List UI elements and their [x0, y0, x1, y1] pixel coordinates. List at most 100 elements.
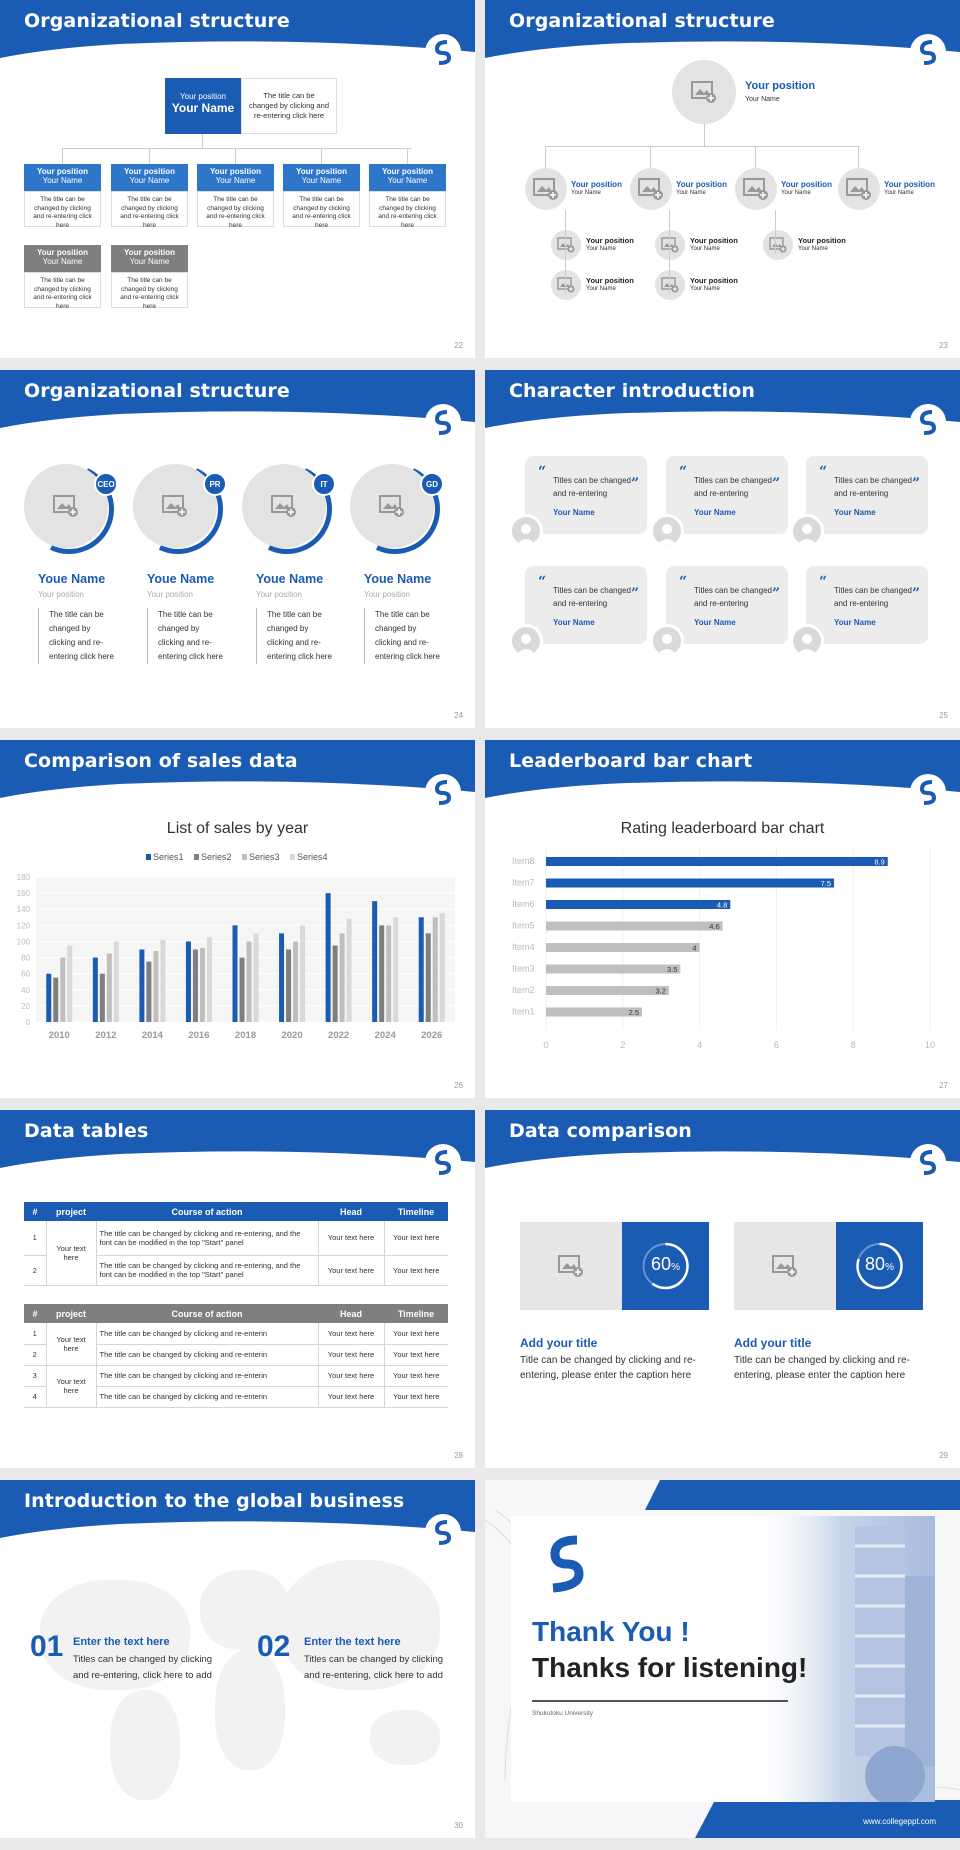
person-photo[interactable] [551, 270, 581, 300]
slide-30[interactable]: Introduction to the global business 01 E… [0, 1480, 475, 1838]
bar [325, 893, 331, 1022]
quote-card[interactable]: “ Titles can be changed and re-entering” Y… [525, 456, 647, 534]
slide-23[interactable]: Organizational structure Your position Y… [485, 0, 960, 358]
bar [339, 933, 345, 1022]
bar [346, 918, 352, 1022]
university-logo-icon [550, 1535, 584, 1593]
position-label: Your position [745, 80, 816, 92]
quote-card[interactable]: “ Titles can be changed and re-entering” Y… [806, 566, 928, 644]
bar [153, 951, 159, 1022]
data-label: 4.6 [709, 922, 719, 931]
y-tick-label: 80 [21, 954, 30, 963]
legend-label: Series3 [249, 852, 280, 862]
connector [545, 146, 860, 147]
person-photo [24, 464, 108, 548]
table-row[interactable]: 3 Your text here The title can be change… [24, 1365, 448, 1408]
legend-swatch [290, 854, 295, 860]
person-photo[interactable] [630, 168, 672, 210]
slide-24[interactable]: Organizational structure 24 CEO Youe Name… [0, 370, 475, 728]
slide-26[interactable]: Comparison of sales data List of sales b… [0, 740, 475, 1098]
page-number: 23 [939, 341, 948, 350]
table-header: # [32, 1308, 38, 1319]
org-position-box[interactable]: Your position Your Name [283, 164, 360, 191]
website-link[interactable]: www.collegeppt.com [863, 1817, 936, 1826]
role-badge-label: IT [320, 479, 328, 489]
table-row[interactable]: 2 The title can be changed by clicking a… [24, 1255, 448, 1286]
table-cell: The title can be changed by clicking and… [96, 1365, 318, 1387]
slide-31[interactable]: Thank You ! Thanks for listening! Shukut… [485, 1480, 960, 1838]
person-description: The title can be changed by clicking and… [256, 608, 334, 664]
person-description: The title can be changed by clicking and… [364, 608, 442, 664]
quote-card[interactable]: “ Titles can be changed and re-entering” Y… [806, 456, 928, 534]
quote-card[interactable]: “ Titles can be changed and re-entering” Y… [666, 456, 788, 534]
x-tick-label: 2026 [421, 1030, 442, 1041]
slide-25[interactable]: Character introduction 25 “ Titles can be… [485, 370, 960, 728]
table-row[interactable]: 1 Your text here The title can be change… [24, 1323, 448, 1366]
org-position-box[interactable]: Your position Your Name [197, 164, 274, 191]
item-text: Titles can be changed by clicking and re… [73, 1654, 213, 1681]
position-label: Your position [124, 167, 175, 176]
bar [386, 925, 392, 1022]
table-cell: 3 [24, 1365, 46, 1387]
org-top-photo[interactable] [672, 60, 736, 124]
table-cell: Your text here [45, 1323, 97, 1366]
person-photo[interactable] [525, 168, 567, 210]
swirl-logo-icon [425, 1514, 461, 1550]
percent-text: 80% [836, 1254, 923, 1275]
page-number: 25 [939, 711, 948, 720]
quote-card[interactable]: “ Titles can be changed and re-entering” Y… [525, 566, 647, 644]
progress-ring [642, 1242, 689, 1290]
x-tick-label: 2024 [375, 1030, 397, 1041]
avatar [509, 624, 543, 658]
slide-27[interactable]: Leaderboard bar chart Rating leaderboard… [485, 740, 960, 1098]
org-position-box[interactable]: Your position Your Name [111, 245, 188, 272]
position-label: Your position [37, 167, 88, 176]
person-photo[interactable] [838, 168, 880, 210]
slide-28[interactable]: Data tables # project Course of action H… [0, 1110, 475, 1468]
connector [545, 146, 546, 170]
slide-29[interactable]: Data comparison 29 60% Add your title Titl… [485, 1110, 960, 1468]
position-label: Your position [37, 248, 88, 257]
progress-arc [642, 1242, 689, 1290]
quote-card[interactable]: “ Titles can be changed and re-entering” Y… [666, 566, 788, 644]
table-header: project [55, 1206, 86, 1217]
plot-area [36, 877, 455, 1022]
slide-header: Data tables [0, 1110, 475, 1174]
person-photo[interactable] [655, 270, 685, 300]
bar [332, 945, 338, 1022]
person-photo[interactable] [655, 230, 685, 260]
image-placeholder[interactable] [520, 1222, 622, 1310]
x-tick-label: 2010 [49, 1030, 70, 1041]
avatar [790, 624, 824, 658]
position-label: Your position [382, 167, 433, 176]
x-tick-label: 2020 [281, 1030, 302, 1041]
org-top-box[interactable]: Your position Your Name [165, 78, 241, 134]
person-position: Your position [147, 590, 193, 599]
person-photo[interactable] [763, 230, 793, 260]
table-row[interactable]: 2 The title can be changed by clicking a… [24, 1344, 448, 1366]
bar [546, 878, 834, 888]
table-header: Timeline [397, 1206, 435, 1217]
data-label: 3.2 [655, 987, 665, 996]
swirl-logo-icon [425, 774, 461, 810]
bar [106, 953, 112, 1022]
org-position-box[interactable]: Your position Your Name [24, 164, 101, 191]
person-photo [350, 464, 434, 548]
person-photo[interactable] [551, 230, 581, 260]
image-placeholder[interactable] [734, 1222, 836, 1310]
table-row[interactable]: 4 The title can be changed by clicking a… [24, 1386, 448, 1408]
bar [53, 977, 59, 1022]
org-position-box[interactable]: Your position Your Name [24, 245, 101, 272]
person-photo[interactable] [735, 168, 777, 210]
bar [379, 925, 385, 1022]
table-row[interactable]: 1 Your text here The title can be change… [24, 1221, 448, 1286]
org-position-box[interactable]: Your position Your Name [369, 164, 446, 191]
table-cell: Your text here [384, 1323, 448, 1345]
connector [202, 134, 203, 148]
slide-22[interactable]: Organizational structure Your position Y… [0, 0, 475, 358]
item-heading: Enter the text here [304, 1636, 401, 1648]
bar [432, 917, 438, 1022]
name-label: Your Name [129, 257, 170, 266]
page-number: 22 [454, 341, 463, 350]
org-position-box[interactable]: Your position Your Name [111, 164, 188, 191]
